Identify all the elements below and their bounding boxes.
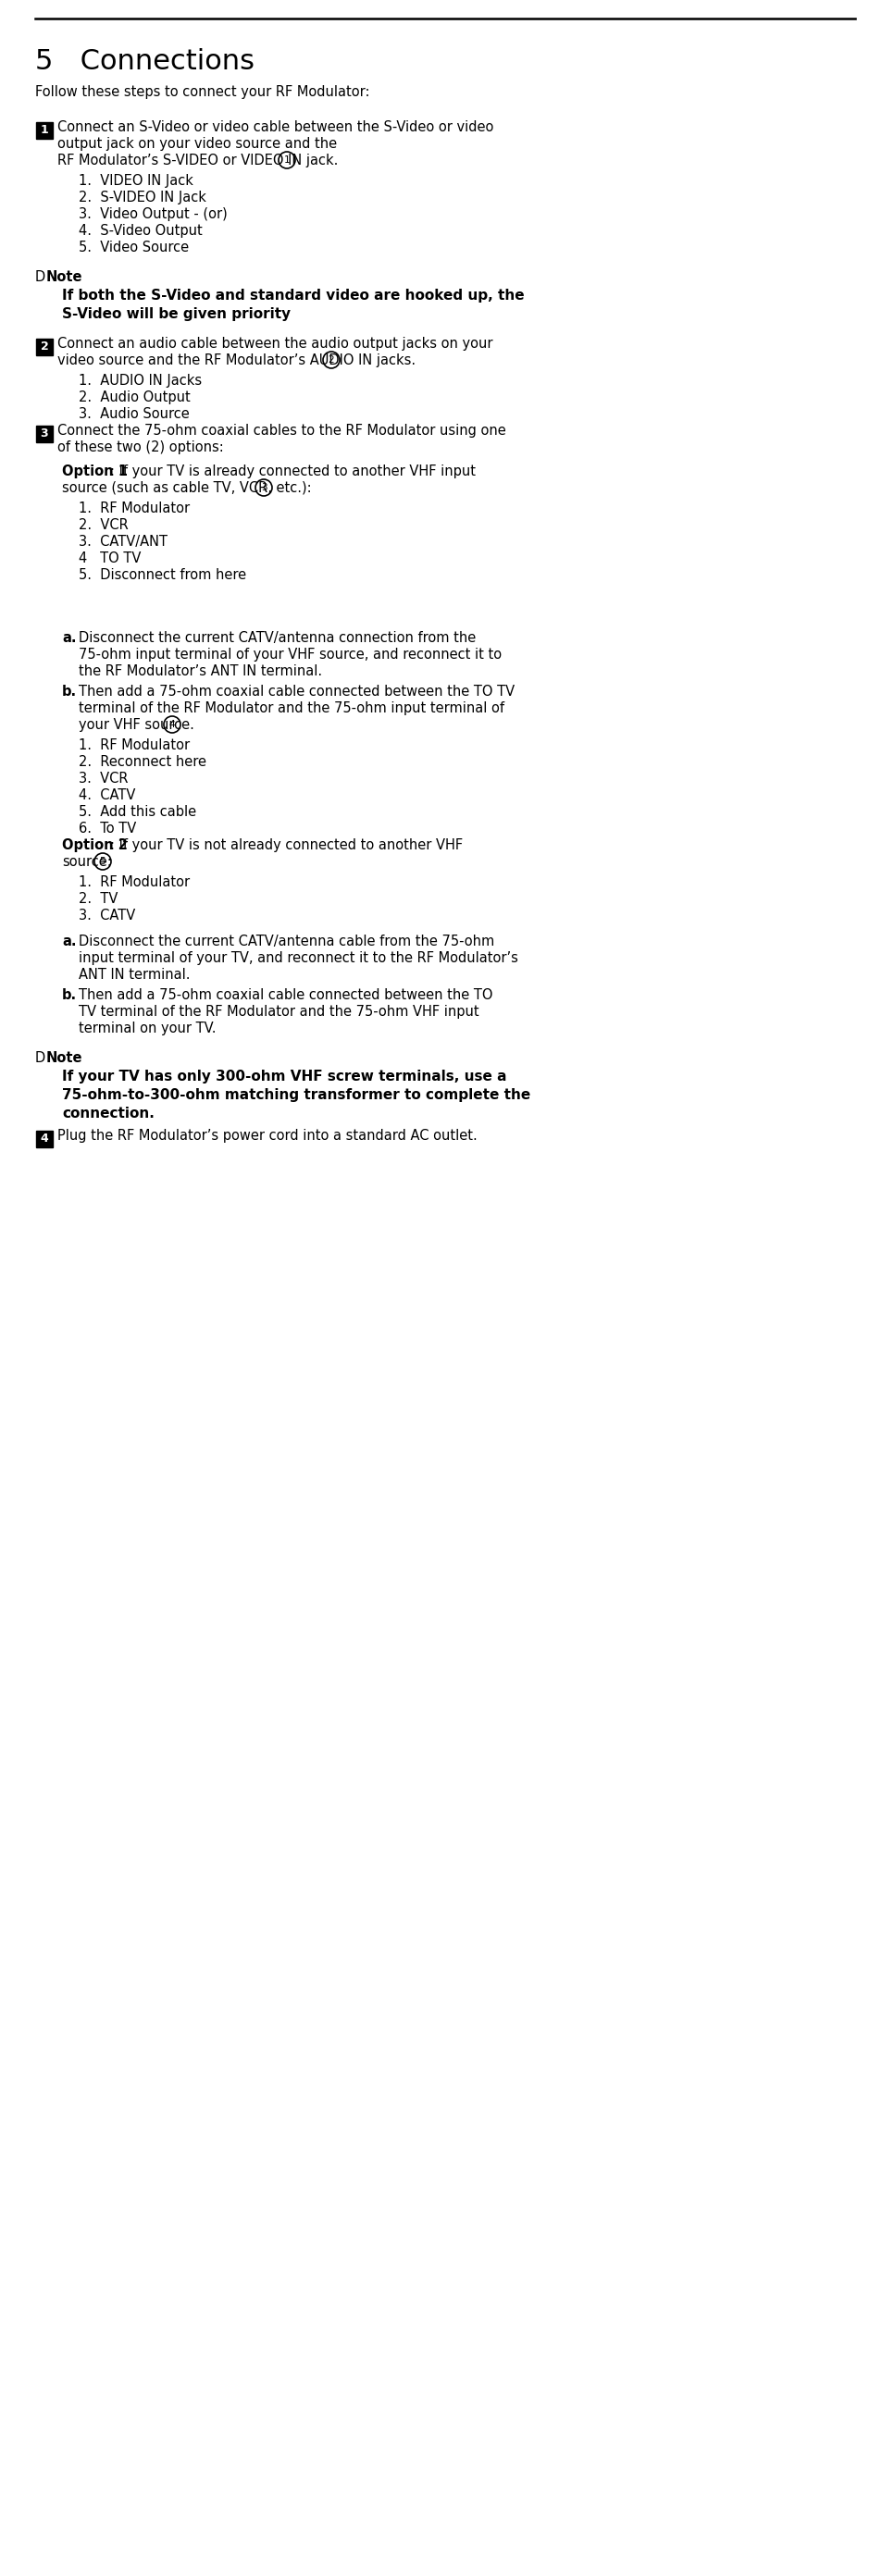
Text: 3.  CATV: 3. CATV — [78, 909, 135, 922]
Text: RF Modulator’s S-VIDEO or VIDEO IN jack.: RF Modulator’s S-VIDEO or VIDEO IN jack. — [57, 155, 338, 167]
Text: 1.  RF Modulator: 1. RF Modulator — [78, 502, 190, 515]
Text: 5.  Add this cable: 5. Add this cable — [78, 804, 196, 819]
Text: 1.  RF Modulator: 1. RF Modulator — [78, 739, 190, 752]
Text: : If your TV is not already connected to another VHF: : If your TV is not already connected to… — [110, 837, 462, 853]
Text: 1.  RF Modulator: 1. RF Modulator — [78, 876, 190, 889]
Text: 5: 5 — [100, 858, 106, 866]
Text: video source and the RF Modulator’s AUDIO IN jacks.: video source and the RF Modulator’s AUDI… — [57, 353, 415, 368]
Text: Note: Note — [46, 1051, 83, 1064]
Text: 2.  S-VIDEO IN Jack: 2. S-VIDEO IN Jack — [78, 191, 206, 204]
Text: input terminal of your TV, and reconnect it to the RF Modulator’s: input terminal of your TV, and reconnect… — [78, 951, 518, 966]
FancyBboxPatch shape — [36, 121, 53, 139]
Text: 4   TO TV: 4 TO TV — [78, 551, 141, 564]
Text: 4: 4 — [168, 719, 175, 729]
Text: 3: 3 — [41, 428, 49, 440]
Text: 2.  VCR: 2. VCR — [78, 518, 128, 533]
Text: 6.  To TV: 6. To TV — [78, 822, 136, 835]
Text: 3.  CATV/ANT: 3. CATV/ANT — [78, 536, 168, 549]
Text: 2.  Reconnect here: 2. Reconnect here — [78, 755, 206, 768]
Text: 75-ohm input terminal of your VHF source, and reconnect it to: 75-ohm input terminal of your VHF source… — [78, 647, 501, 662]
Text: Option 2: Option 2 — [62, 837, 128, 853]
Text: Follow these steps to connect your RF Modulator:: Follow these steps to connect your RF Mo… — [35, 85, 370, 98]
Text: D: D — [35, 270, 49, 283]
Text: If your TV has only 300-ohm VHF screw terminals, use a: If your TV has only 300-ohm VHF screw te… — [62, 1069, 506, 1084]
Text: a.: a. — [62, 631, 76, 644]
Text: 5   Connections: 5 Connections — [35, 49, 254, 75]
Text: a.: a. — [62, 935, 76, 948]
Text: Disconnect the current CATV/antenna connection from the: Disconnect the current CATV/antenna conn… — [78, 631, 475, 644]
Text: : If your TV is already connected to another VHF input: : If your TV is already connected to ano… — [110, 464, 475, 479]
Text: 2: 2 — [328, 355, 334, 366]
Text: your VHF source.: your VHF source. — [78, 719, 194, 732]
Text: b.: b. — [62, 989, 77, 1002]
Text: of these two (2) options:: of these two (2) options: — [57, 440, 223, 453]
Text: 4: 4 — [41, 1133, 49, 1146]
FancyBboxPatch shape — [36, 425, 53, 443]
Text: 2.  Audio Output: 2. Audio Output — [78, 392, 191, 404]
Text: 1.  VIDEO IN Jack: 1. VIDEO IN Jack — [78, 175, 193, 188]
Text: 4.  CATV: 4. CATV — [78, 788, 135, 801]
Text: 75-ohm-to-300-ohm matching transformer to complete the: 75-ohm-to-300-ohm matching transformer t… — [62, 1087, 530, 1103]
Text: 4.  S-Video Output: 4. S-Video Output — [78, 224, 202, 237]
Text: Disconnect the current CATV/antenna cable from the 75-ohm: Disconnect the current CATV/antenna cabl… — [78, 935, 494, 948]
Text: 2.  TV: 2. TV — [78, 891, 118, 907]
Text: 3.  Audio Source: 3. Audio Source — [78, 407, 190, 420]
Text: 5.  Disconnect from here: 5. Disconnect from here — [78, 569, 246, 582]
Text: Note: Note — [46, 270, 83, 283]
Text: 3.  Video Output - (or): 3. Video Output - (or) — [78, 206, 228, 222]
Text: Connect the 75-ohm coaxial cables to the RF Modulator using one: Connect the 75-ohm coaxial cables to the… — [57, 425, 505, 438]
Text: the RF Modulator’s ANT IN terminal.: the RF Modulator’s ANT IN terminal. — [78, 665, 322, 677]
Text: source (such as cable TV, VCR, etc.):: source (such as cable TV, VCR, etc.): — [62, 482, 311, 495]
Text: 3: 3 — [260, 484, 266, 492]
Text: output jack on your video source and the: output jack on your video source and the — [57, 137, 337, 152]
Text: terminal on your TV.: terminal on your TV. — [78, 1023, 216, 1036]
Text: 5.  Video Source: 5. Video Source — [78, 240, 189, 255]
Text: 1.  AUDIO IN Jacks: 1. AUDIO IN Jacks — [78, 374, 202, 389]
Text: 1: 1 — [41, 124, 49, 137]
Text: 1: 1 — [283, 155, 289, 165]
Text: TV terminal of the RF Modulator and the 75-ohm VHF input: TV terminal of the RF Modulator and the … — [78, 1005, 479, 1018]
Text: If both the S-Video and standard video are hooked up, the: If both the S-Video and standard video a… — [62, 289, 524, 301]
Text: terminal of the RF Modulator and the 75-ohm input terminal of: terminal of the RF Modulator and the 75-… — [78, 701, 504, 716]
Text: Then add a 75-ohm coaxial cable connected between the TO TV: Then add a 75-ohm coaxial cable connecte… — [78, 685, 514, 698]
Text: Then add a 75-ohm coaxial cable connected between the TO: Then add a 75-ohm coaxial cable connecte… — [78, 989, 492, 1002]
Text: 3.  VCR: 3. VCR — [78, 773, 128, 786]
Text: b.: b. — [62, 685, 77, 698]
Text: source:: source: — [62, 855, 112, 868]
FancyBboxPatch shape — [36, 337, 53, 355]
Text: Option 1: Option 1 — [62, 464, 128, 479]
FancyBboxPatch shape — [36, 1131, 53, 1146]
Text: ANT IN terminal.: ANT IN terminal. — [78, 969, 190, 981]
Text: Connect an S-Video or video cable between the S-Video or video: Connect an S-Video or video cable betwee… — [57, 121, 493, 134]
Text: D: D — [35, 1051, 49, 1064]
Text: Connect an audio cable between the audio output jacks on your: Connect an audio cable between the audio… — [57, 337, 492, 350]
Text: Plug the RF Modulator’s power cord into a standard AC outlet.: Plug the RF Modulator’s power cord into … — [57, 1128, 477, 1144]
Text: S-Video will be given priority: S-Video will be given priority — [62, 307, 290, 322]
Text: 2: 2 — [41, 340, 49, 353]
Text: connection.: connection. — [62, 1108, 154, 1121]
